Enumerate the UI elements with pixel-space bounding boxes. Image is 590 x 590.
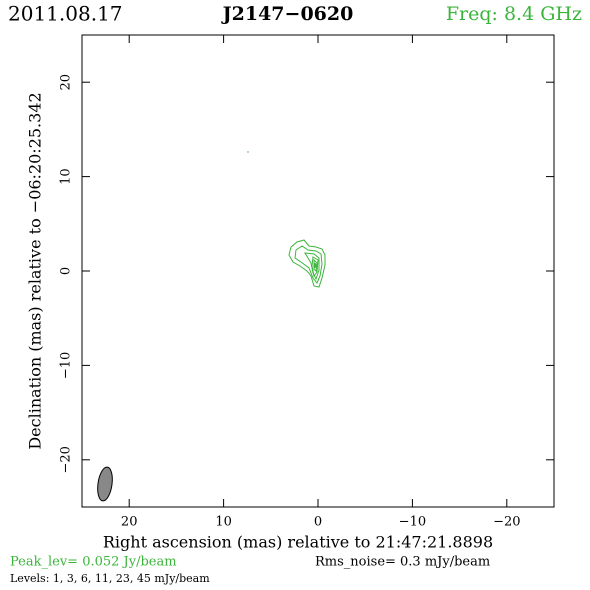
x-tick-label: 10 — [215, 515, 232, 530]
date: 2011.08.17 — [8, 2, 123, 26]
peak-level: Peak_lev= 0.052 Jy/beam — [10, 555, 177, 570]
y-tick-label: 10 — [59, 168, 74, 185]
y-tick-label: 0 — [59, 267, 74, 275]
y-tick-label: 20 — [59, 74, 74, 91]
chart-title: J2147−0620 — [221, 3, 354, 25]
beam — [97, 466, 113, 502]
x-tick-label: −10 — [399, 515, 426, 530]
x-tick-label: 0 — [314, 515, 322, 530]
plot-frame — [81, 34, 555, 508]
levels: Levels: 1, 3, 6, 11, 23, 45 mJy/beam — [10, 572, 210, 585]
noise-spot — [247, 151, 249, 153]
x-tick-label: −20 — [493, 515, 520, 530]
y-axis-label: Declination (mas) relative to −06:20:25.… — [26, 92, 45, 449]
x-axis-label: Right ascension (mas) relative to 21:47:… — [103, 533, 493, 552]
frequency: Freq: 8.4 GHz — [446, 3, 582, 25]
rms-noise: Rms_noise= 0.3 mJy/beam — [315, 555, 490, 570]
contours — [288, 239, 326, 288]
y-tick-label: −10 — [59, 352, 74, 379]
x-tick-label: 20 — [121, 515, 138, 530]
y-tick-label: −20 — [59, 446, 74, 473]
